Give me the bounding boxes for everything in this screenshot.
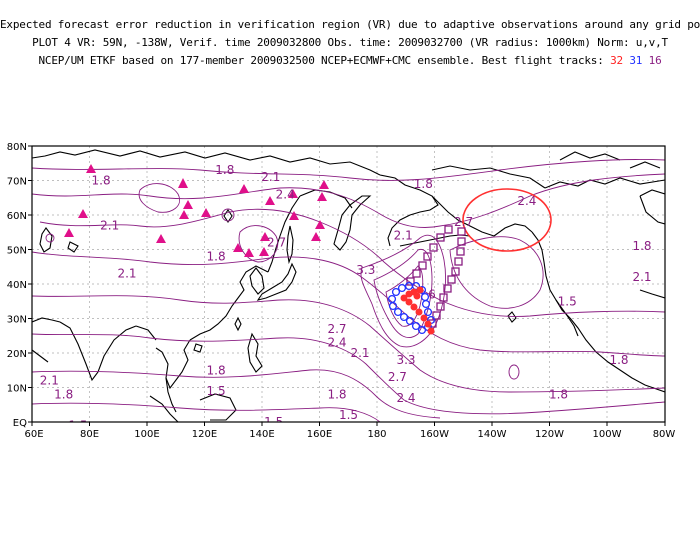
coastlines bbox=[32, 149, 665, 422]
contour-label: 1.5 bbox=[558, 294, 577, 308]
observation-triangles bbox=[64, 164, 329, 257]
contour-label: 2.1 bbox=[684, 325, 700, 339]
contour-label: 1.5 bbox=[264, 415, 283, 429]
contour-label: 3.3 bbox=[356, 263, 375, 277]
lon-label: 60E bbox=[24, 429, 43, 440]
latitude-labels: 80N 70N 60N 50N 40N 30N 20N 10N EQ bbox=[7, 142, 27, 429]
contour-label: 6 bbox=[428, 287, 436, 301]
contour-label: 1.5 bbox=[529, 484, 548, 498]
contour-label: 2.4 bbox=[396, 391, 415, 405]
lon-label: 120W bbox=[535, 429, 564, 440]
contour-label: 2.1 bbox=[117, 267, 136, 281]
contour-label: 1.8 bbox=[391, 484, 410, 498]
contour-label: 1.8 bbox=[215, 163, 234, 177]
verification-region-circle bbox=[462, 188, 552, 252]
contour-labels: 1.81.82.12.41.81.52.12.11.82.72.13.32.72… bbox=[40, 163, 700, 501]
contour-label: 1.8 bbox=[92, 174, 111, 188]
header-line-3: NCEP/UM ETKF based on 177-member 2009032… bbox=[0, 54, 700, 67]
contour-label: 2.7 bbox=[388, 370, 407, 384]
contour-label: 1.8 bbox=[54, 387, 73, 401]
lat-label: 40N bbox=[7, 280, 27, 291]
contour-label: 2.1 bbox=[261, 170, 280, 184]
lon-label: 100E bbox=[134, 429, 159, 440]
contour-label: 1.5 bbox=[339, 408, 358, 422]
lat-label: 60N bbox=[7, 211, 27, 222]
lat-label: 70N bbox=[7, 177, 27, 188]
longitude-labels: 60E 80E 100E 120E 140E 160E 180 160W 140… bbox=[24, 429, 675, 440]
contour-label: 1.8 bbox=[327, 387, 346, 401]
lon-label: 80W bbox=[653, 429, 676, 440]
contour-lines bbox=[32, 159, 665, 422]
track-16-label: 16 bbox=[648, 54, 662, 67]
contour-label: 1.8 bbox=[414, 177, 433, 191]
contour-label: 2.4 bbox=[327, 336, 346, 350]
contour-label: 2.1 bbox=[391, 460, 410, 474]
flight-track-16 bbox=[406, 225, 466, 328]
contour-label: 1.2 bbox=[621, 481, 640, 495]
contour-label: 1.5 bbox=[123, 487, 142, 501]
contour-label: 2.4 bbox=[517, 194, 536, 208]
contour-label: 1.8 bbox=[207, 249, 226, 263]
tick-marks bbox=[28, 145, 666, 426]
contour-label: 1.5 bbox=[68, 418, 87, 432]
contour-label: 3.3 bbox=[396, 353, 415, 367]
lat-label: 50N bbox=[7, 246, 27, 257]
contour-label: 1.8 bbox=[207, 363, 226, 377]
lat-label: 10N bbox=[7, 384, 27, 395]
lon-label: 160W bbox=[420, 429, 449, 440]
contour-label: 1.5 bbox=[207, 384, 226, 398]
lon-label: 120E bbox=[192, 429, 217, 440]
lon-label: 100W bbox=[593, 429, 622, 440]
contour-label: 2.7 bbox=[327, 322, 346, 336]
contour-label: 2.1 bbox=[632, 270, 651, 284]
contour-label: 2.7 bbox=[454, 215, 473, 229]
contour-label: 2.4 bbox=[276, 187, 295, 201]
lon-label: 140E bbox=[249, 429, 274, 440]
contour-label: 1.8 bbox=[632, 239, 651, 253]
contour-label: 1.5 bbox=[690, 394, 700, 408]
lat-label: 80N bbox=[7, 142, 27, 153]
lat-label: EQ bbox=[13, 418, 27, 429]
contour-label: 2.1 bbox=[350, 346, 369, 360]
contour-label: 1.8 bbox=[609, 353, 628, 367]
lat-label: 30N bbox=[7, 315, 27, 326]
flight-track-32 bbox=[400, 286, 435, 335]
contour-label: 2.1 bbox=[394, 229, 413, 243]
header-line-2: PLOT 4 VR: 59N, -138W, Verif. time 20090… bbox=[32, 36, 668, 49]
track-31-label: 31 bbox=[629, 54, 643, 67]
gridlines bbox=[32, 146, 665, 422]
lon-label: 180 bbox=[367, 429, 386, 440]
header-line-1: Expected forecast error reduction in ver… bbox=[0, 18, 700, 31]
lon-label: 140W bbox=[478, 429, 507, 440]
contour-label: 1.8 bbox=[253, 481, 272, 495]
track-32-label: 32 bbox=[610, 54, 623, 67]
lon-label: 80E bbox=[80, 429, 99, 440]
contour-label: 2.1 bbox=[100, 218, 119, 232]
contour-label: 2.1 bbox=[40, 374, 59, 388]
contour-label: 1.8 bbox=[549, 387, 568, 401]
header-prefix: NCEP/UM ETKF based on 177-member 2009032… bbox=[38, 54, 611, 67]
lat-label: 20N bbox=[7, 349, 27, 360]
contour-label: 2.7 bbox=[267, 236, 286, 250]
lon-label: 160E bbox=[307, 429, 332, 440]
